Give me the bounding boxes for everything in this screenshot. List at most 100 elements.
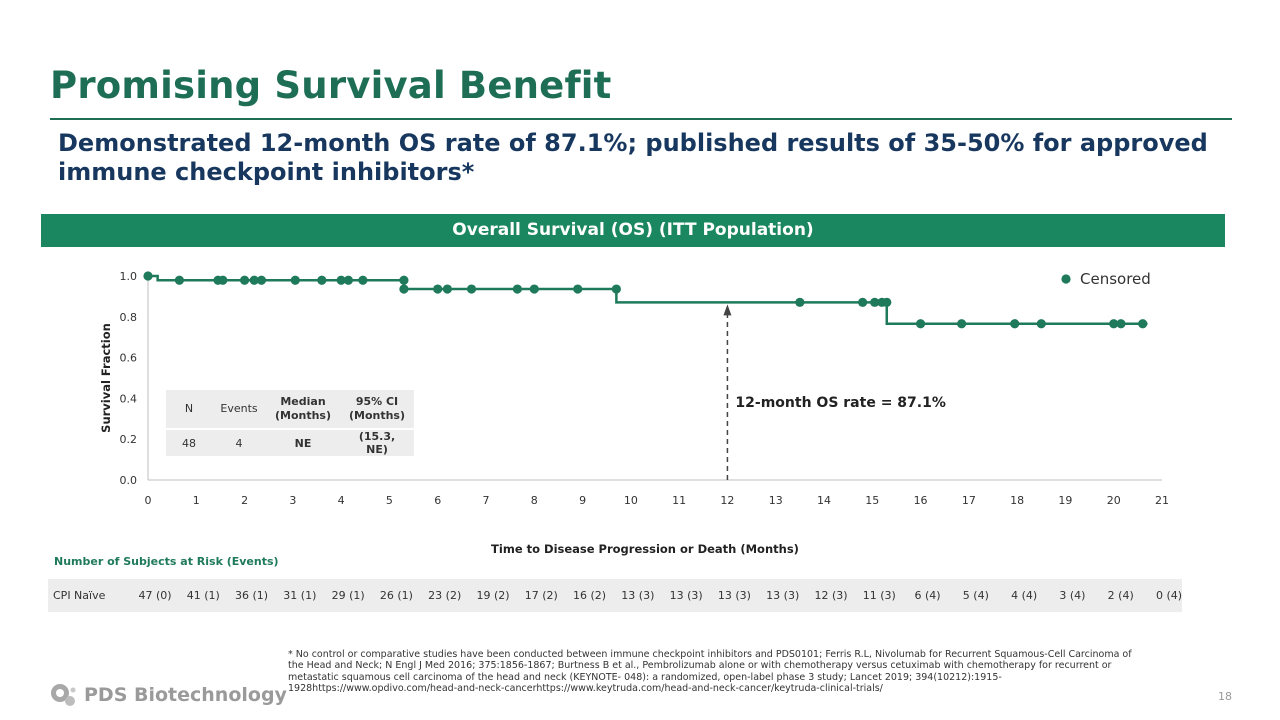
- censored-point: [174, 275, 184, 285]
- censored-point: [882, 297, 892, 307]
- censored-point: [611, 284, 621, 294]
- censored-point: [529, 284, 539, 294]
- x-tick-label: 21: [1155, 494, 1169, 507]
- risk-value: 11 (3): [862, 589, 896, 602]
- x-tick-label: 1: [193, 494, 200, 507]
- censored-point: [858, 297, 868, 307]
- x-tick-label: 15: [865, 494, 879, 507]
- summary-value-n: 48: [166, 428, 212, 456]
- risk-table-row: CPI Naïve 47 (0) 41 (1) 36 (1) 31 (1) 29 (1)…: [48, 579, 1182, 612]
- annotation-label: 12-month OS rate = 87.1%: [735, 395, 945, 411]
- logo-text: PDS Biotechnology: [84, 684, 287, 706]
- x-tick-label: 13: [769, 494, 783, 507]
- censored-point: [870, 297, 880, 307]
- censored-point: [1109, 319, 1119, 329]
- company-logo: PDS Biotechnology: [48, 681, 287, 709]
- censored-point: [512, 284, 522, 294]
- x-tick-label: 18: [1010, 494, 1024, 507]
- censored-point: [433, 284, 443, 294]
- summary-header-events: Events: [212, 390, 266, 429]
- x-tick-label: 16: [914, 494, 928, 507]
- risk-value: 41 (1): [186, 589, 220, 602]
- x-tick-label: 2: [241, 494, 248, 507]
- risk-value: 3 (4): [1059, 589, 1086, 602]
- censored-point: [466, 284, 477, 294]
- summary-header-median: Median (Months): [266, 390, 340, 429]
- censored-point: [290, 275, 300, 285]
- y-tick-label: 0.8: [120, 311, 138, 324]
- survival-curve: [148, 274, 1148, 325]
- chart-banner: Overall Survival (OS) (ITT Population): [41, 214, 1225, 247]
- censored-point: [358, 275, 368, 285]
- censored-point: [1138, 319, 1148, 329]
- risk-value: 4 (4): [1011, 589, 1038, 602]
- x-tick-label: 19: [1058, 494, 1072, 507]
- censored-point: [573, 284, 583, 294]
- censored-point: [343, 275, 353, 285]
- footnote: * No control or comparative studies have…: [288, 649, 1132, 695]
- x-tick-label: 8: [531, 494, 538, 507]
- annotation-arrow-head: [723, 304, 732, 316]
- risk-value: 29 (1): [331, 589, 365, 602]
- risk-table-title: Number of Subjects at Risk (Events): [54, 555, 279, 568]
- x-tick-label: 6: [434, 494, 441, 507]
- x-tick-label: 20: [1107, 494, 1121, 507]
- censored-point: [795, 297, 805, 307]
- risk-value: 13 (3): [669, 589, 703, 602]
- summary-value-ci: (15.3, NE): [340, 428, 414, 456]
- x-tick-label: 5: [386, 494, 393, 507]
- censored-point: [239, 275, 250, 285]
- risk-value: 26 (1): [379, 589, 413, 602]
- censored-point: [957, 319, 967, 329]
- x-tick-label: 11: [672, 494, 686, 507]
- censored-point: [915, 319, 926, 329]
- censored-point: [256, 275, 267, 285]
- y-tick-label: 1.0: [120, 270, 138, 283]
- legend-label: Censored: [1080, 270, 1151, 288]
- page-number: 18: [1218, 690, 1232, 703]
- x-tick-label: 12: [720, 494, 734, 507]
- risk-value: 6 (4): [914, 589, 941, 602]
- censored-point: [143, 271, 153, 281]
- risk-value: 5 (4): [962, 589, 989, 602]
- summary-table: N Events Median (Months) 95% CI (Months)…: [166, 390, 414, 456]
- censored-point: [1116, 319, 1126, 329]
- censored-point: [1036, 319, 1046, 329]
- x-axis-label: Time to Disease Progression or Death (Mo…: [491, 542, 799, 556]
- risk-value: 47 (0): [138, 589, 172, 602]
- risk-value: 19 (2): [476, 589, 510, 602]
- risk-value: 13 (3): [621, 589, 655, 602]
- risk-row-label: CPI Naïve: [53, 589, 106, 602]
- x-tick-label: 3: [289, 494, 296, 507]
- risk-value: 13 (3): [766, 589, 800, 602]
- logo-mark-icon: [51, 684, 76, 706]
- x-tick-label: 4: [338, 494, 345, 507]
- risk-value: 31 (1): [283, 589, 317, 602]
- x-tick-label: 7: [483, 494, 490, 507]
- x-tick-label: 14: [817, 494, 831, 507]
- risk-value: 13 (3): [717, 589, 751, 602]
- risk-value: 36 (1): [235, 589, 269, 602]
- censored-point: [399, 275, 409, 285]
- y-axis-label: Survival Fraction: [99, 323, 113, 433]
- censored-point: [249, 275, 259, 285]
- risk-value: 16 (2): [573, 589, 607, 602]
- page-subtitle: Demonstrated 12-month OS rate of 87.1%; …: [58, 129, 1208, 186]
- x-tick-label: 17: [962, 494, 976, 507]
- x-tick-label: 10: [624, 494, 638, 507]
- risk-value: 0 (4): [1155, 589, 1183, 602]
- risk-value: 12 (3): [814, 589, 848, 602]
- censored-point: [442, 284, 452, 294]
- summary-value-events: 4: [212, 428, 266, 456]
- censored-point: [336, 275, 346, 285]
- risk-value: 23 (2): [428, 589, 462, 602]
- censored-point: [1010, 319, 1020, 329]
- risk-value: 17 (2): [524, 589, 558, 602]
- y-tick-label: 0.6: [120, 352, 138, 365]
- y-tick-label: 0.2: [120, 433, 138, 446]
- legend-marker: [1061, 274, 1071, 284]
- y-tick-label: 0.0: [120, 474, 138, 487]
- x-tick-label: 9: [579, 494, 586, 507]
- x-tick-label: 0: [145, 494, 152, 507]
